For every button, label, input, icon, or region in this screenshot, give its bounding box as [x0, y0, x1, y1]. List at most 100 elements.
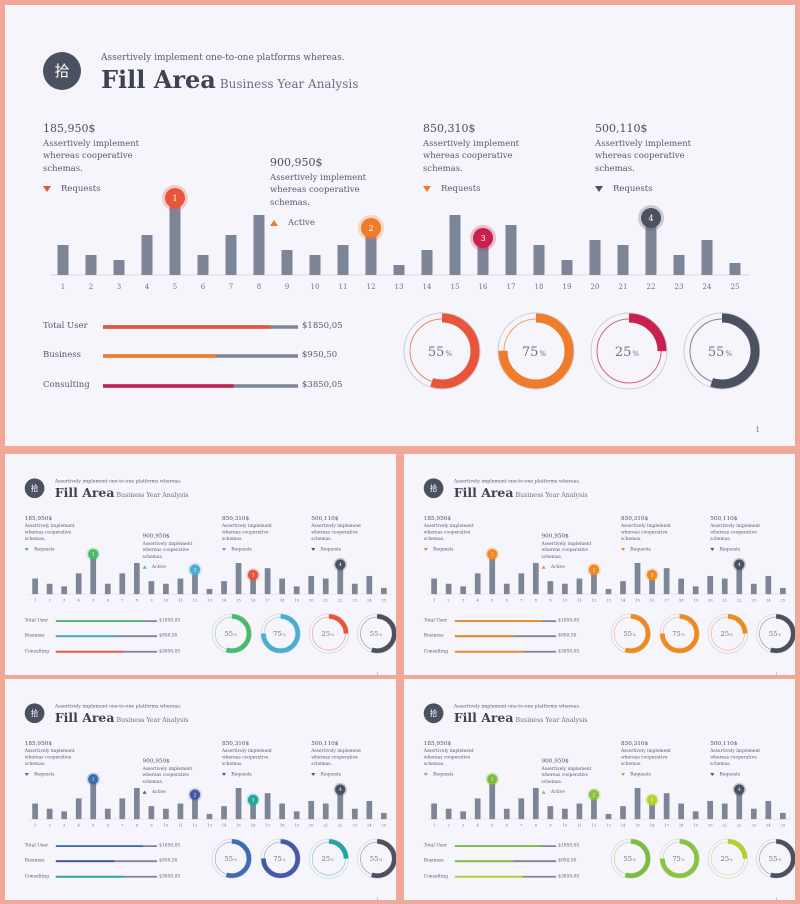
callout-legend: Requests	[43, 183, 143, 196]
bar-16	[250, 800, 256, 820]
callout-value: 500,110$	[710, 514, 738, 522]
row-value-consulting: $3850,05	[159, 648, 181, 654]
tick-label: 5	[92, 823, 95, 827]
tick-label: 20	[591, 283, 600, 291]
row-value-total-user: $1850,05	[558, 843, 580, 849]
tick-label: 12	[367, 283, 376, 291]
donut-unit: %	[681, 633, 685, 637]
marker-1	[487, 773, 498, 785]
tick-label: 12	[592, 598, 597, 602]
callout-2: 900,950$ Assertively implement whereas c…	[541, 757, 599, 796]
callout-value: 185,950$	[24, 514, 52, 522]
bar-13	[605, 588, 612, 595]
tick-label: 10	[563, 823, 568, 827]
donut-outline	[211, 613, 252, 654]
callout-desc: Assertively implement whereas cooperativ…	[270, 172, 367, 208]
donut-outline	[211, 838, 252, 879]
callout-legend: Requests	[221, 546, 274, 552]
tick-label: 8	[535, 598, 538, 602]
tick-label: 1	[61, 283, 65, 291]
bar-14	[620, 806, 626, 820]
bar-16	[250, 575, 256, 595]
marker-1	[88, 773, 99, 785]
triangle-down-icon	[24, 547, 29, 551]
bar-14	[421, 250, 433, 275]
donut-outline	[707, 838, 748, 879]
callout-value: 900,950$	[541, 757, 569, 765]
donut-unit: %	[331, 858, 335, 862]
donut-label: 55%	[623, 855, 636, 863]
bar-3	[61, 811, 68, 820]
donut-label: 55%	[769, 630, 782, 638]
bar-1	[431, 803, 437, 820]
bar-22	[337, 790, 344, 820]
bar-16	[649, 575, 655, 595]
bar-23	[673, 255, 685, 275]
title-sub: Business Year Analysis	[116, 491, 189, 499]
tick-label: 15	[635, 598, 640, 602]
donut-outline	[683, 312, 760, 390]
callout-1: 185,950$ Assertively implement whereas c…	[423, 515, 476, 553]
bar-20	[707, 800, 714, 820]
bar-21	[721, 803, 728, 820]
tick-label: 18	[679, 823, 684, 827]
donut-label: 25%	[322, 855, 335, 863]
callout-legend: Requests	[311, 771, 363, 777]
tick-label: 9	[150, 823, 153, 827]
donut-arc	[261, 614, 301, 654]
donut-outline	[308, 838, 349, 879]
tick-label: 24	[766, 598, 771, 602]
tick-label: 8	[136, 823, 139, 827]
callout-desc: Assertively implement whereas cooperativ…	[221, 523, 272, 542]
tick-label: 3	[63, 598, 66, 602]
tick-label: 22	[338, 823, 343, 827]
bar-5	[489, 555, 496, 595]
callout-legend: Requests	[710, 771, 762, 777]
donut-label: 55%	[224, 855, 237, 863]
slide-subtitle: Assertively implement one-to-one platfor…	[101, 53, 345, 63]
callout-3: 850,310$ Assertively implement whereas c…	[620, 740, 673, 778]
callout-4: 500,110$ Assertively implement whereas c…	[311, 515, 363, 553]
marker-label: 4	[339, 562, 342, 567]
tick-label: 13	[606, 598, 611, 602]
bar-10	[562, 583, 568, 595]
slide-thumb-top-left: 1 2 3 4 5 6 7 8 9 10 11 12 13 14 15 16 17 18 19 20 21 22 23 24 2…	[5, 454, 396, 675]
tick-label: 5	[173, 283, 177, 291]
tick-label: 10	[164, 823, 169, 827]
donut-outline	[357, 613, 396, 654]
row-value-business: $950,50	[159, 633, 178, 639]
donut-outline	[260, 613, 301, 654]
tick-label: 2	[447, 598, 449, 602]
tick-label: 1	[433, 598, 435, 602]
bar-19	[692, 586, 699, 595]
tick-label: 25	[781, 598, 786, 602]
bar-16	[649, 800, 655, 820]
tick-label: 19	[294, 823, 299, 827]
bar-6	[197, 255, 209, 275]
callout-legend: Requests	[24, 771, 77, 777]
tick-label: 14	[222, 823, 227, 827]
tick-label: 21	[323, 823, 328, 827]
slide-main: 1 2 3 4 5 6 7 8 9 10 11 12 13 14 15 16 17 18 19 20 21 22 23 24 2…	[5, 5, 795, 446]
triangle-down-icon	[43, 185, 51, 192]
tick-label: 23	[675, 283, 684, 291]
bar-12	[192, 795, 198, 820]
donut-outline	[357, 838, 396, 879]
donut-unit: %	[234, 858, 238, 862]
bar-9	[281, 250, 293, 275]
callout-legend: Requests	[221, 771, 274, 777]
donut-arc	[756, 614, 795, 654]
tick-label: 23	[751, 598, 756, 602]
tick-label: 25	[731, 283, 740, 291]
bar-23	[351, 583, 358, 595]
badge-icon: 拾	[423, 703, 444, 724]
callout-legend: Requests	[620, 771, 673, 777]
tick-label: 21	[619, 283, 628, 291]
triangle-up-icon	[541, 565, 546, 569]
callout-legend: Active	[142, 564, 200, 570]
marker-label: 1	[172, 194, 177, 203]
bar-10	[562, 808, 568, 820]
bar-5	[90, 780, 97, 820]
tick-label: 19	[294, 598, 299, 602]
marker-3	[646, 569, 658, 581]
